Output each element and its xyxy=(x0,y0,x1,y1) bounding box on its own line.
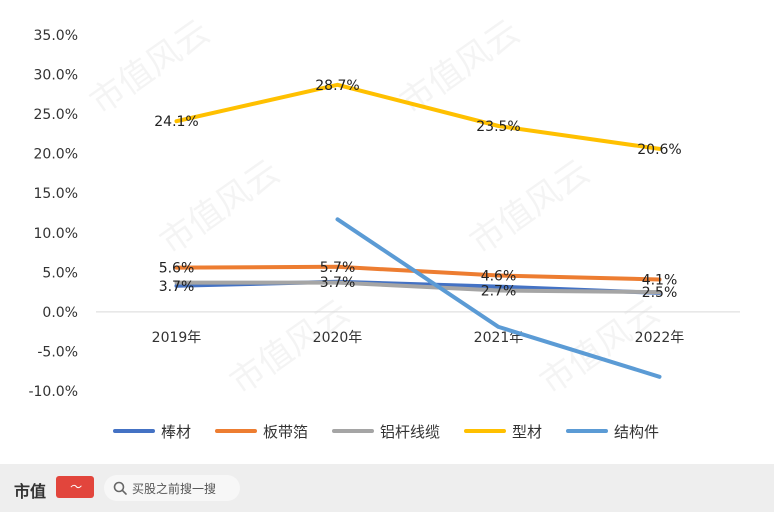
data-label: 3.7% xyxy=(320,275,356,291)
search-placeholder: 买股之前搜一搜 xyxy=(132,482,217,496)
series-line-型材 xyxy=(174,82,662,151)
brand-logo: 市值 xyxy=(14,482,47,501)
data-label: 3.7% xyxy=(159,279,195,295)
x-tick-label: 2019年 xyxy=(152,330,202,346)
search-icon xyxy=(113,481,127,495)
footer-bar: 市值 〜 买股之前搜一搜 xyxy=(0,464,774,512)
search-box[interactable]: 买股之前搜一搜 xyxy=(104,475,240,501)
y-tick-label: 30.0% xyxy=(34,68,78,84)
legend-label: 结构件 xyxy=(614,423,659,441)
data-label: 2.5% xyxy=(642,285,678,301)
chart-card: 市值风云 市值风云 市值风云 市值风云 市值风云 市值风云 35.0%30.0%… xyxy=(0,0,774,464)
y-tick-label: 20.0% xyxy=(34,147,78,163)
x-tick-label: 2020年 xyxy=(313,330,363,346)
y-tick-label: 15.0% xyxy=(34,186,78,202)
legend-label: 铝杆线缆 xyxy=(380,423,440,441)
x-tick-label: 2022年 xyxy=(635,330,685,346)
data-label: 5.6% xyxy=(159,261,195,277)
data-label: 23.5% xyxy=(476,119,520,135)
x-tick-label: 2021年 xyxy=(474,330,524,346)
series-line-铝杆线缆 xyxy=(174,280,662,295)
y-tick-label: -10.0% xyxy=(28,384,78,400)
data-label: 5.7% xyxy=(320,260,356,276)
y-tick-label: 35.0% xyxy=(34,28,78,44)
brand-mark: 〜 xyxy=(56,476,94,498)
y-tick-label: -5.0% xyxy=(37,344,78,360)
y-tick-label: 25.0% xyxy=(34,107,78,123)
y-tick-label: 10.0% xyxy=(34,226,78,242)
series-line-结构件 xyxy=(335,217,662,379)
data-label: 4.6% xyxy=(481,268,517,284)
y-tick-label: 5.0% xyxy=(42,265,78,281)
data-label: 4.1% xyxy=(642,272,678,288)
data-label: 2.7% xyxy=(481,284,517,300)
data-label: 28.7% xyxy=(315,78,359,94)
y-tick-label: 0.0% xyxy=(42,305,78,321)
data-label: 20.6% xyxy=(637,142,681,158)
legend-label: 棒材 xyxy=(161,423,191,441)
legend-label: 板带箔 xyxy=(263,423,308,441)
legend-label: 型材 xyxy=(512,423,542,441)
data-label: 24.1% xyxy=(154,114,198,130)
line-chart: 35.0% 30.0% 25.0% 20.0% 15.0% 10.0% 5.0% 0.0% -5… xyxy=(28,28,740,441)
